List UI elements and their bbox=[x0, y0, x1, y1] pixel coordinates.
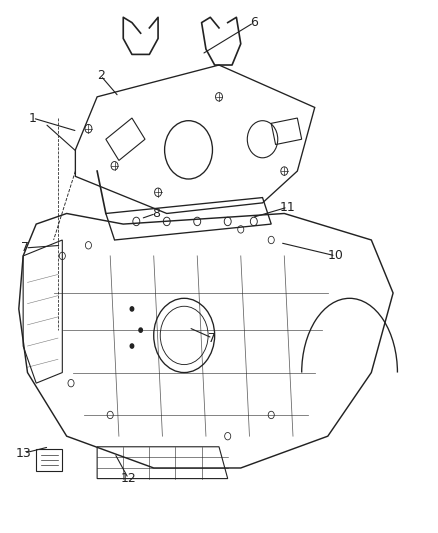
Text: 6: 6 bbox=[250, 16, 258, 29]
Text: 10: 10 bbox=[328, 249, 343, 262]
Text: 13: 13 bbox=[16, 447, 32, 459]
Text: 8: 8 bbox=[152, 207, 160, 220]
Text: 2: 2 bbox=[97, 69, 105, 82]
Text: 7: 7 bbox=[21, 241, 29, 254]
Text: 7: 7 bbox=[208, 332, 216, 344]
Text: 12: 12 bbox=[120, 472, 136, 485]
Circle shape bbox=[139, 328, 142, 332]
Circle shape bbox=[130, 307, 134, 311]
Text: 11: 11 bbox=[280, 200, 296, 214]
Text: 1: 1 bbox=[29, 111, 37, 125]
Circle shape bbox=[130, 344, 134, 348]
